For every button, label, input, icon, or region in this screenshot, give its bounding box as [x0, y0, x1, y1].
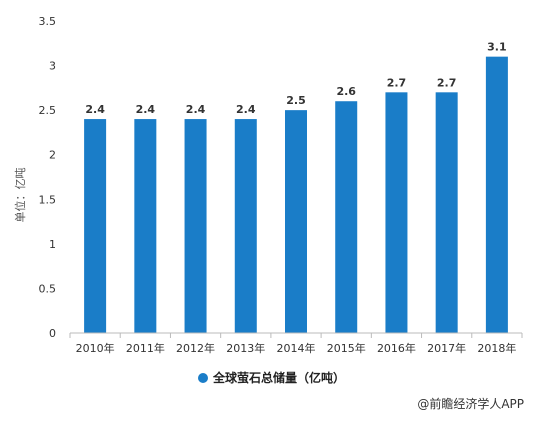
x-tick-label: 2010年	[76, 341, 115, 355]
bar-data-label: 2.4	[136, 103, 156, 116]
bar-data-label: 2.4	[186, 103, 206, 116]
bar[interactable]	[485, 56, 508, 334]
bar[interactable]	[84, 119, 107, 333]
bar-data-label: 2.5	[286, 94, 306, 107]
x-tick-label: 2014年	[277, 341, 316, 355]
x-tick-label: 2012年	[176, 341, 215, 355]
bar-data-label: 3.1	[487, 41, 507, 54]
x-tick-label: 2013年	[226, 341, 265, 355]
bar[interactable]	[435, 92, 458, 333]
y-tick-label: 0.5	[39, 282, 57, 295]
y-tick-label: 2	[49, 149, 56, 162]
y-tick-label: 2.5	[39, 104, 57, 117]
legend-marker	[198, 373, 208, 383]
bar[interactable]	[285, 110, 307, 334]
data-labels-group: 2.4 2.4 2.4 2.4 2.5 2.6 2.7 2.7 3.1	[85, 41, 506, 116]
x-axis-ticks: 2010年 2011年 2012年 2013年 2014年 2015年 2016年 2017年…	[69, 333, 523, 355]
source-attribution: @前瞻经济学人APP	[417, 396, 524, 411]
bar[interactable]	[184, 119, 207, 333]
y-tick-label: 0	[49, 327, 56, 340]
bar[interactable]	[385, 92, 408, 333]
bar-data-label: 2.6	[336, 85, 356, 98]
bar[interactable]	[134, 119, 157, 333]
x-tick-label: 2017年	[427, 341, 466, 355]
bar[interactable]	[234, 119, 257, 333]
y-tick-label: 1	[49, 238, 56, 251]
bar-data-label: 2.7	[387, 76, 407, 89]
x-tick-label: 2011年	[126, 341, 165, 355]
x-tick-label: 2015年	[327, 341, 366, 355]
x-tick-label: 2016年	[377, 341, 416, 355]
legend[interactable]: 全球萤石总储量（亿吨）	[198, 370, 345, 385]
bar-data-label: 2.4	[236, 103, 256, 116]
y-tick-label: 1.5	[39, 193, 57, 206]
bars-group	[84, 56, 508, 334]
y-axis-ticks: 0 0.5 1 1.5 2 2.5 3 3.5	[39, 15, 57, 340]
x-tick-label: 2018年	[477, 341, 516, 355]
bar-data-label: 2.4	[85, 103, 105, 116]
y-tick-label: 3.5	[39, 15, 57, 28]
legend-label: 全球萤石总储量（亿吨）	[212, 370, 345, 385]
bar-data-label: 2.7	[437, 76, 457, 89]
y-axis-label: 单位：亿吨	[13, 168, 27, 223]
y-tick-label: 3	[49, 60, 56, 73]
bar[interactable]	[335, 101, 358, 333]
